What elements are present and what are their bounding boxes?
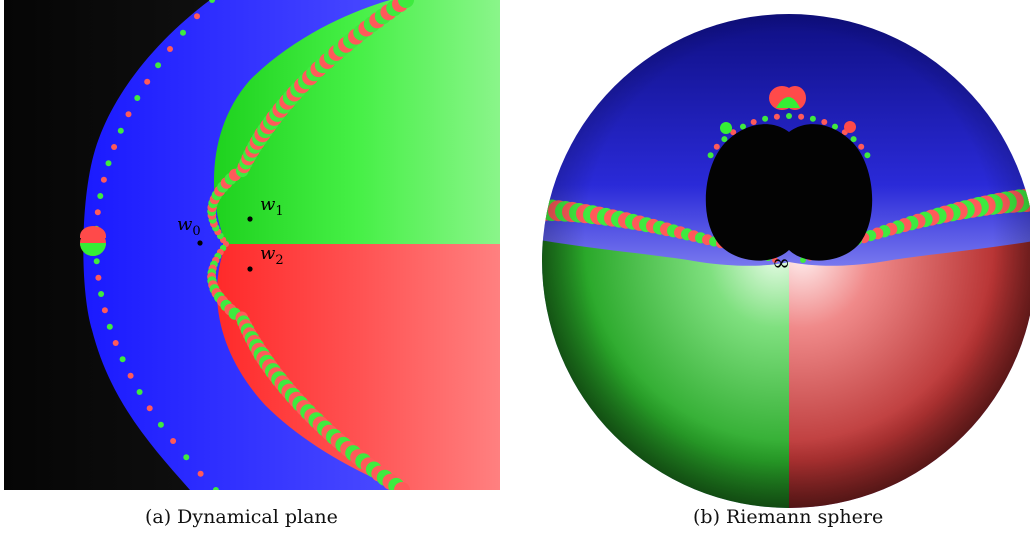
label-w2: w2 [260,243,284,268]
boundary-bead [209,0,216,3]
boundary-bead [136,389,143,395]
point-w1 [247,216,253,222]
boundary-bead [157,421,164,428]
boundary-bead [398,0,414,8]
dynamical-plane-image [4,0,500,490]
mini-basin-green [80,243,106,256]
boundary-bead [111,144,118,150]
boundary-bead [106,323,113,330]
boundary-bead [394,482,410,490]
label-w1: w1 [260,194,284,219]
boundary-bead [119,356,126,363]
julia-boundary-beads [207,0,414,490]
infinity-label: ∞ [772,251,790,276]
caption-a: (a) Dynamical plane [145,506,338,528]
boundary-bead [167,46,173,52]
boundary-bead [95,274,102,281]
outer-boundary-beads [93,0,219,490]
boundary-bead [180,29,186,36]
boundary-bead [98,291,105,297]
boundary-bead [127,372,134,379]
boundary-bead [105,160,112,167]
boundary-bead [94,209,101,216]
boundary-bead [197,470,204,477]
red-basin [216,244,500,490]
boundary-bead [155,62,162,69]
boundary-bead [212,487,219,490]
boundary-bead [183,454,190,461]
boundary-bead [170,438,177,444]
boundary-bead [101,307,108,314]
caption-b: (b) Riemann sphere [693,506,883,528]
boundary-bead [112,340,119,346]
point-w0 [197,240,203,246]
boundary-bead [125,111,132,118]
point-w2 [247,266,253,272]
boundary-bead [100,176,107,183]
boundary-bead [93,258,100,265]
boundary-bead [144,78,151,85]
boundary-bead [134,95,141,101]
green-basin [213,0,500,244]
boundary-bead [117,127,124,134]
boundary-bead [194,13,200,20]
boundary-bead [146,405,153,412]
boundary-bead [97,193,104,199]
label-w0: w0 [177,214,201,239]
